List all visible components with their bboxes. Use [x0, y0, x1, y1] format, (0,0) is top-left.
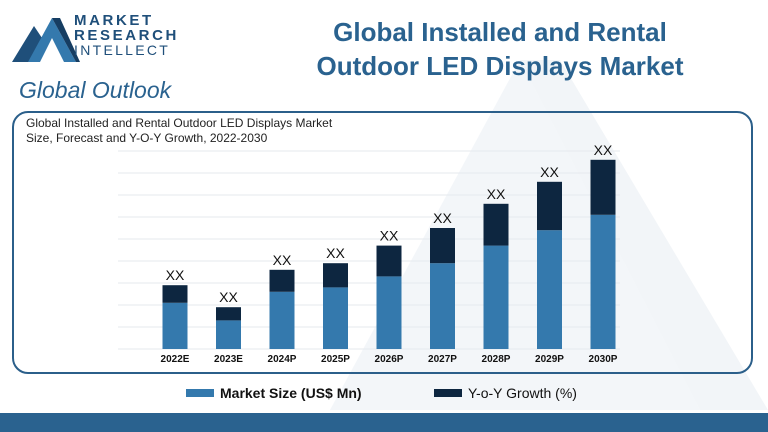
data-label: XX — [166, 267, 185, 283]
bar-market-size — [269, 291, 295, 349]
x-tick-label: 2030P — [589, 354, 618, 365]
bar-yoy-growth — [537, 181, 562, 231]
bar-market-size — [590, 214, 616, 349]
data-label: XX — [487, 186, 506, 202]
data-label: XX — [273, 252, 292, 268]
page-title-line-1: Global Installed and Rental — [333, 17, 667, 47]
legend-swatch-yoy-growth — [434, 389, 462, 397]
bar-yoy-growth — [269, 269, 295, 292]
legend-label-market-size: Market Size (US$ Mn) — [220, 385, 362, 401]
data-label: XX — [540, 164, 559, 180]
brand-line-1: MARKET — [74, 12, 154, 29]
x-tick-label: 2025P — [321, 354, 350, 365]
bar-yoy-growth — [376, 245, 402, 277]
data-label: XX — [380, 228, 399, 244]
footer-bar — [0, 413, 768, 432]
page-title: Global Installed and Rental Outdoor LED … — [290, 15, 710, 83]
x-tick-label: 2029P — [535, 354, 564, 365]
global-outlook-label: Global Outlook — [19, 77, 172, 103]
bar-yoy-growth — [323, 263, 348, 288]
brand-line-3: INTELLECT — [74, 42, 171, 58]
x-tick-label: 2028P — [482, 354, 511, 365]
x-tick-label: 2024P — [268, 354, 297, 365]
legend-item-yoy-growth: Y-o-Y Growth (%) — [434, 385, 577, 401]
chart-title-line-2: Size, Forecast and Y-O-Y Growth, 2022-20… — [26, 131, 268, 145]
bar-yoy-growth — [483, 203, 509, 246]
x-tick-label: 2026P — [375, 354, 404, 365]
bar-market-size — [483, 245, 509, 349]
chart-title-line-1: Global Installed and Rental Outdoor LED … — [26, 116, 333, 130]
legend-label-yoy-growth: Y-o-Y Growth (%) — [468, 385, 577, 401]
x-tick-label: 2027P — [428, 354, 457, 365]
page-title-line-2: Outdoor LED Displays Market — [316, 51, 684, 81]
x-tick-label: 2022E — [161, 354, 190, 365]
brand-name: MARKET RESEARCH INTELLECT — [74, 13, 179, 58]
bar-market-size — [537, 230, 562, 349]
bar-yoy-growth — [430, 228, 455, 264]
mountain-m-logo-icon — [12, 18, 80, 62]
bar-market-size — [376, 276, 402, 349]
bar-yoy-growth — [216, 307, 241, 321]
data-label: XX — [433, 210, 452, 226]
data-label: XX — [326, 245, 345, 261]
bar-market-size — [430, 263, 455, 349]
legend-item-market-size: Market Size (US$ Mn) — [186, 385, 362, 401]
chart-panel — [12, 111, 753, 374]
legend-swatch-market-size — [186, 389, 214, 397]
brand-line-2: RESEARCH — [74, 27, 179, 44]
bar-yoy-growth — [590, 159, 616, 215]
bar-yoy-growth — [162, 285, 188, 303]
x-tick-label: 2023E — [214, 354, 243, 365]
bar-market-size — [216, 320, 241, 349]
bar-market-size — [323, 287, 348, 349]
bar-market-size — [162, 302, 188, 349]
data-label: XX — [594, 142, 613, 158]
data-label: XX — [219, 289, 238, 305]
chart-title: Global Installed and Rental Outdoor LED … — [26, 116, 386, 146]
